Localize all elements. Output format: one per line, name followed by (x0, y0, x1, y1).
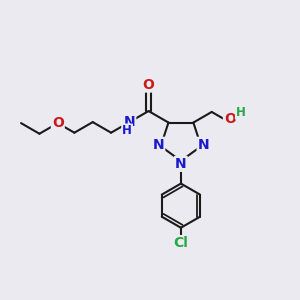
Text: H: H (236, 106, 246, 119)
Text: N: N (153, 138, 164, 152)
Text: N: N (198, 138, 209, 152)
Text: N: N (175, 157, 187, 171)
Text: Cl: Cl (173, 236, 188, 250)
Text: O: O (142, 78, 154, 92)
Text: H: H (122, 124, 132, 137)
Text: O: O (224, 112, 236, 126)
Text: O: O (52, 116, 64, 130)
Text: N: N (124, 115, 135, 129)
